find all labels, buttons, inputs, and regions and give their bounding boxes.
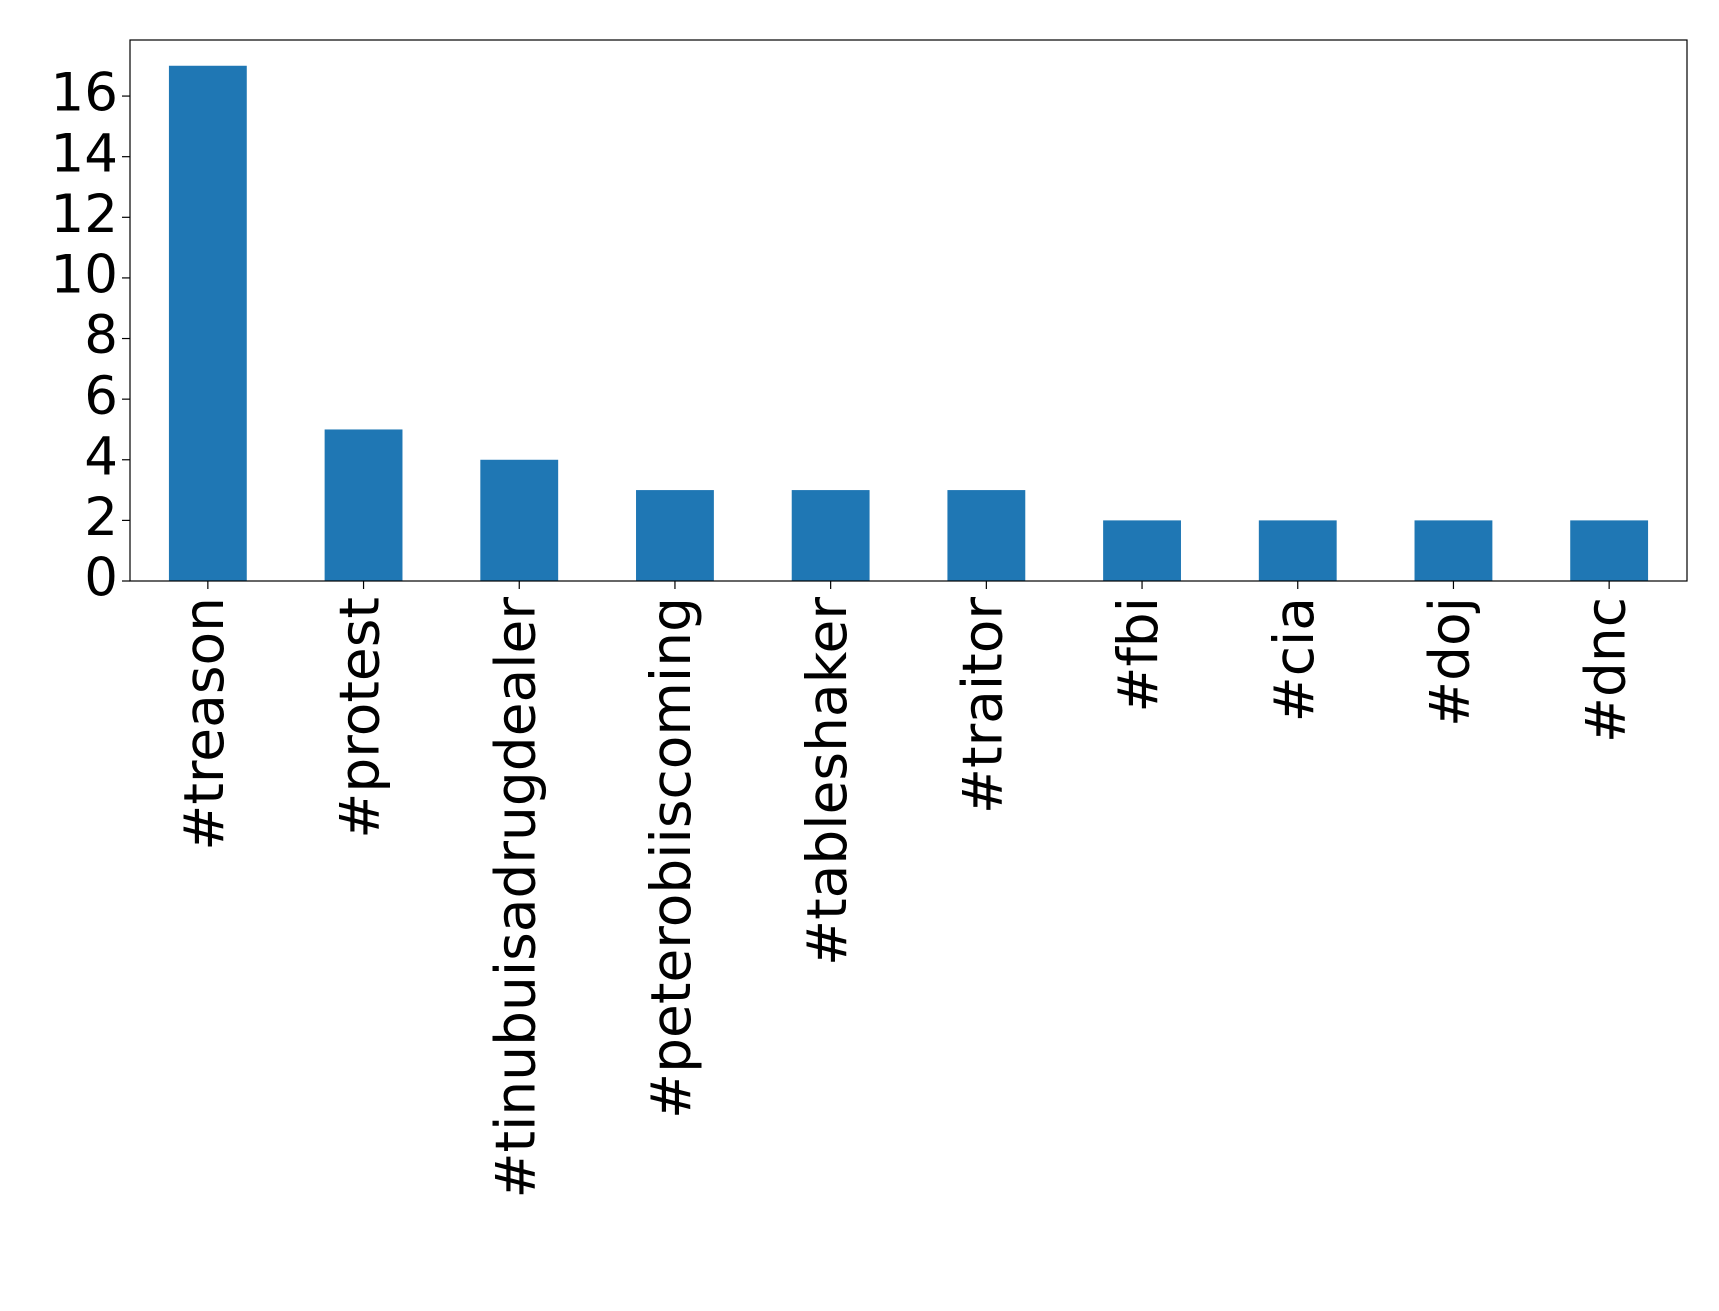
x-tick-label: #tableshaker — [795, 597, 859, 966]
y-tick-label: 14 — [51, 123, 118, 184]
y-tick-label: 10 — [51, 245, 118, 306]
bar — [1258, 520, 1337, 581]
x-tick-label: #cia — [1262, 597, 1326, 722]
y-tick-label: 16 — [51, 63, 118, 124]
y-tick-label: 6 — [84, 366, 118, 427]
bar — [1103, 520, 1181, 581]
y-tick-label: 4 — [84, 426, 118, 487]
bar — [947, 490, 1026, 581]
x-tick-label: #traitor — [950, 597, 1014, 814]
bar — [1414, 520, 1493, 581]
bar — [168, 65, 247, 581]
x-tick-label: #protest — [328, 597, 392, 839]
y-tick-label: 0 — [84, 548, 118, 609]
bar — [1570, 520, 1649, 581]
x-tick-label: #tinubuisadrugdealer — [483, 597, 547, 1199]
x-tick-label: #fbi — [1106, 597, 1170, 713]
x-tick-label: #dnc — [1573, 597, 1637, 743]
plot-frame — [129, 39, 1688, 582]
bar — [791, 490, 870, 581]
bar — [636, 490, 714, 581]
y-tick-label: 8 — [84, 305, 118, 366]
y-tick-label: 2 — [84, 487, 118, 548]
y-tick-label: 12 — [51, 184, 118, 245]
x-tick-label: #peterobiiscoming — [639, 597, 703, 1119]
bar — [480, 459, 559, 581]
x-tick-label: #doj — [1418, 597, 1482, 727]
x-tick-label: #treason — [172, 597, 236, 851]
bar — [324, 429, 403, 581]
